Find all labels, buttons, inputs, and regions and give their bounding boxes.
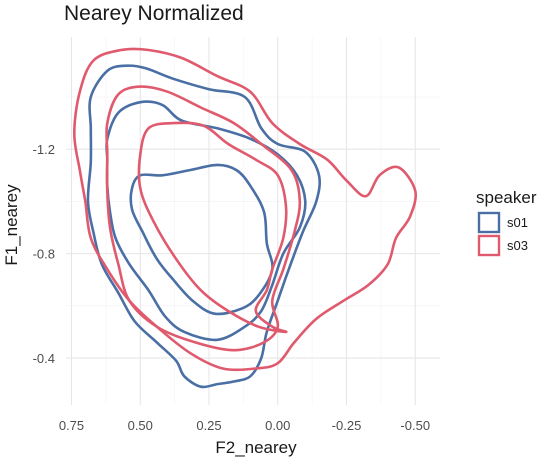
y-tick-label: -1.2 xyxy=(33,142,55,157)
x-tick-label: 0.50 xyxy=(128,418,153,433)
y-axis-title: F1_nearey xyxy=(2,184,21,266)
legend-label-s01: s01 xyxy=(507,215,528,230)
contour-s01-level-3 xyxy=(86,64,322,389)
y-axis-ticks: -1.2 -0.8 -0.4 xyxy=(33,142,55,366)
y-tick-label: -0.4 xyxy=(33,351,55,366)
x-tick-label: 0.25 xyxy=(196,418,221,433)
x-axis-title: F2_nearey xyxy=(215,438,297,457)
x-tick-label: -0.50 xyxy=(400,418,430,433)
x-tick-label: 0.75 xyxy=(59,418,84,433)
x-tick-label: 0.00 xyxy=(265,418,290,433)
legend-label-s03: s03 xyxy=(507,238,528,253)
grid xyxy=(66,37,440,405)
x-tick-label: -0.25 xyxy=(332,418,362,433)
contour-s03-level-3 xyxy=(73,47,418,372)
legend: speaker s01 s03 xyxy=(476,188,537,257)
x-axis-ticks: 0.75 0.50 0.25 0.00 -0.25 -0.50 xyxy=(59,418,430,433)
contour-s03-level-1 xyxy=(137,121,288,334)
legend-key-s01 xyxy=(477,211,501,234)
chart-title: Nearey Normalized xyxy=(64,2,244,25)
plot-area xyxy=(73,47,418,389)
legend-key-s03 xyxy=(477,234,501,257)
legend-title: speaker xyxy=(476,188,537,207)
y-tick-label: -0.8 xyxy=(33,247,55,262)
contour-s03-level-2 xyxy=(105,85,302,352)
contour-s01-level-2 xyxy=(105,100,307,342)
